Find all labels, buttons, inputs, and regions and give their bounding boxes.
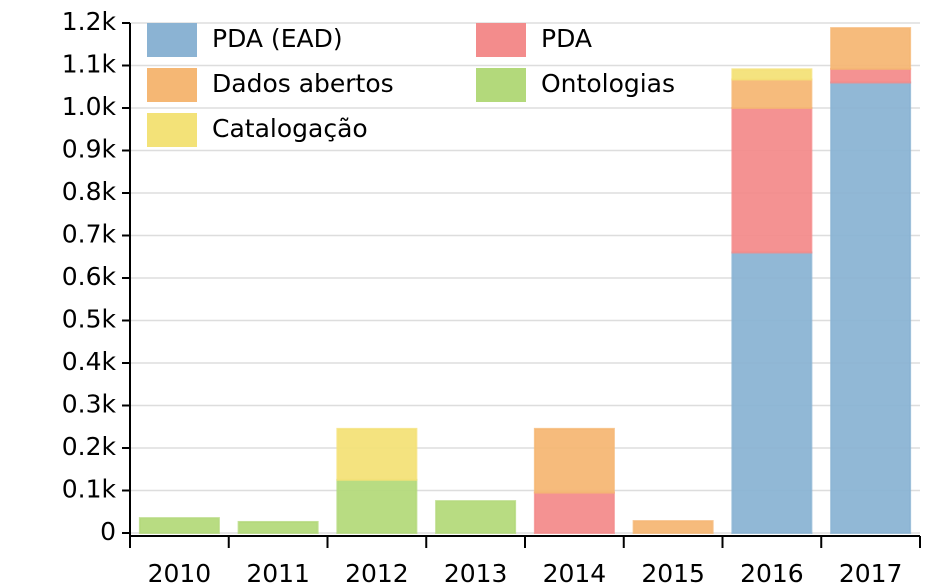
y-tick-label: 1.1k — [62, 50, 117, 79]
y-tick-label: 0.3k — [62, 390, 117, 419]
legend-label: PDA (EAD) — [212, 24, 343, 53]
bar-segment — [731, 107, 813, 254]
legend-swatch — [147, 113, 197, 147]
y-tick-label: 0.9k — [62, 135, 117, 164]
bar-segment — [533, 491, 615, 534]
bar-segment — [138, 517, 220, 534]
legend-label: Dados abertos — [212, 69, 394, 98]
y-tick-label: 0.1k — [62, 475, 117, 504]
bar-segment — [731, 251, 813, 534]
x-tick-label: 2016 — [740, 559, 804, 587]
y-tick-label: 0.8k — [62, 177, 117, 206]
y-tick-label: 0.5k — [62, 305, 117, 334]
legend-swatch — [147, 68, 197, 102]
legend-swatch — [476, 68, 526, 102]
y-tick-label: 0.4k — [62, 347, 117, 376]
bar-segment — [237, 520, 319, 535]
legend-swatch — [476, 23, 526, 57]
bar-segment — [731, 68, 813, 81]
x-tick-label: 2013 — [444, 559, 508, 587]
bar-segment — [435, 500, 517, 534]
y-tick-label: 1.2k — [62, 7, 117, 36]
x-tick-label: 2011 — [246, 559, 310, 587]
bar-segment — [336, 427, 418, 481]
bar-segment — [533, 427, 615, 494]
bar-segment — [830, 27, 912, 70]
y-tick-label: 1.0k — [62, 92, 117, 121]
legend-swatch — [147, 23, 197, 57]
bar-segment — [731, 78, 813, 110]
y-tick-label: 0.7k — [62, 220, 117, 249]
bar-segment — [830, 81, 912, 534]
legend-label: Ontologias — [541, 69, 675, 98]
bar-segment — [632, 520, 714, 534]
x-tick-label: 2017 — [839, 559, 903, 587]
y-tick-label: 0 — [100, 517, 116, 546]
x-tick-label: 2015 — [641, 559, 705, 587]
x-tick-label: 2010 — [148, 559, 212, 587]
y-tick-label: 0.2k — [62, 432, 117, 461]
bar-segment — [336, 478, 418, 534]
x-tick-label: 2014 — [543, 559, 607, 587]
y-tick-label: 0.6k — [62, 262, 117, 291]
bar-segment — [830, 67, 912, 84]
legend-label: PDA — [541, 24, 592, 53]
x-tick-label: 2012 — [345, 559, 409, 587]
legend-label: Catalogação — [212, 114, 368, 143]
